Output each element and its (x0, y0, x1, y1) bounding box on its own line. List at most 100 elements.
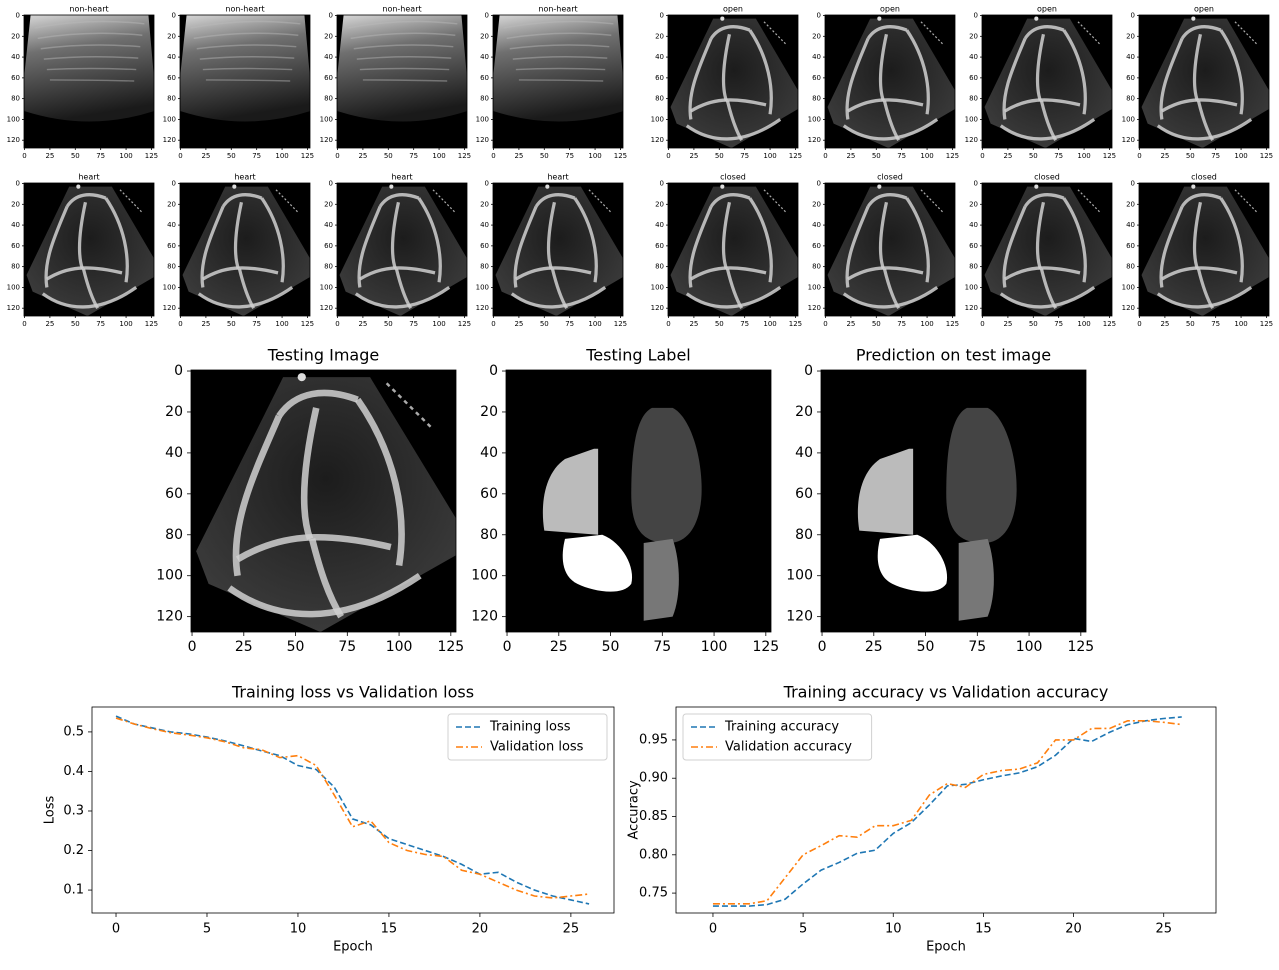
x-tick-label: 0 (491, 320, 495, 328)
y-tick-label: 20 (324, 32, 333, 40)
y-tick-label: 100 (7, 283, 20, 291)
tissue (354, 397, 405, 566)
y-tick-label: 80 (969, 95, 978, 103)
y-tick-label: 120 (1122, 304, 1135, 312)
x-tick-label: 125 (145, 152, 158, 160)
y-tick-label: 60 (795, 486, 813, 502)
y-tick-label: 0 (329, 180, 333, 188)
segment-ra (877, 534, 948, 592)
panel-title: closed (877, 173, 903, 182)
y-tick-label: 60 (969, 242, 978, 250)
scan-sector (1141, 186, 1269, 316)
tissue (221, 193, 263, 208)
y-tick-label: 20 (11, 200, 20, 208)
x-tick-label: 0 (178, 152, 182, 160)
y-tick-label: 40 (11, 53, 20, 61)
y-tick-label: 80 (11, 95, 20, 103)
y-tick-label: 120 (471, 609, 498, 625)
y-tick-label: 0.90 (639, 771, 668, 786)
tissue (1161, 98, 1238, 113)
y-tick-label: 80 (655, 95, 664, 103)
tissue (41, 286, 138, 309)
y-tick-label: 80 (969, 263, 978, 271)
chart-title: Training accuracy vs Validation accuracy (783, 683, 1109, 702)
texture (40, 44, 141, 50)
x-tick-label: 0 (491, 152, 495, 160)
y-tick-label: 120 (808, 304, 821, 312)
y-tick-label: 120 (476, 304, 489, 312)
x-tick-label: 100 (588, 320, 601, 328)
y-tick-label: 20 (969, 32, 978, 40)
y-tick-label: 100 (163, 283, 176, 291)
tissue (1196, 268, 1215, 310)
y-tick-label: 100 (651, 283, 664, 291)
tissue (690, 266, 767, 281)
y-tick-label: 0 (660, 12, 664, 20)
y-tick-label: 20 (795, 404, 813, 420)
y-tick-label: 20 (167, 32, 176, 40)
series-line (115, 717, 590, 899)
axes-frame (820, 369, 1087, 633)
probe-line (119, 189, 143, 214)
tissue (999, 286, 1096, 309)
y-tick-label: 60 (812, 74, 821, 82)
y-tick-label: 80 (812, 263, 821, 271)
axes-frame (179, 14, 311, 149)
x-tick-label: 100 (432, 152, 445, 160)
tissue (233, 201, 244, 270)
x-tick-label: 75 (565, 320, 574, 328)
y-tick-label: 0 (817, 180, 821, 188)
x-tick-label: 25 (846, 320, 855, 328)
tissue (878, 33, 889, 102)
probe-mark (1034, 16, 1039, 21)
texture (512, 56, 608, 60)
y-tick-label: 80 (480, 263, 489, 271)
x-tick-label: 25 (201, 152, 210, 160)
series-line (712, 716, 1182, 907)
tissue (709, 25, 751, 40)
x-tick-label: 125 (1260, 152, 1273, 160)
y-tick-label: 60 (324, 74, 333, 82)
x-tick-label: 0 (1137, 320, 1141, 328)
scan-sector (1141, 18, 1269, 148)
tissue (1062, 29, 1087, 115)
y-tick-label: 40 (655, 53, 664, 61)
y-tick-label: 0.75 (639, 886, 668, 901)
probe-mark (297, 373, 306, 382)
tissue (235, 533, 392, 563)
y-tick-label: 20 (480, 404, 498, 420)
x-tick-label: 0 (178, 320, 182, 328)
axes-frame (667, 14, 799, 149)
segment-rv (958, 538, 994, 621)
y-tick-label: 0 (16, 12, 20, 20)
x-tick-label: 75 (409, 320, 418, 328)
y-tick-label: 40 (812, 53, 821, 61)
panel-title: open (723, 5, 743, 14)
scan-sector (182, 186, 310, 316)
x-tick-label: 50 (540, 320, 549, 328)
x-tick-label: 50 (1186, 152, 1195, 160)
x-tick-label: 25 (1160, 320, 1169, 328)
x-tick-label: 125 (458, 152, 471, 160)
tissue (1039, 268, 1058, 310)
image-panel (982, 15, 1112, 148)
x-tick-label: 75 (565, 152, 574, 160)
x-tick-label: 100 (920, 152, 933, 160)
x-tick-label: 0 (503, 639, 512, 655)
tissue (905, 197, 930, 283)
x-tick-label: 50 (715, 152, 724, 160)
texture (359, 67, 450, 71)
y-tick-label: 100 (786, 568, 813, 584)
y-tick-label: 0.80 (639, 847, 668, 862)
x-tick-label: 75 (1211, 152, 1220, 160)
x-tick-label: 50 (1029, 152, 1038, 160)
y-tick-label: 0 (804, 363, 813, 379)
tissue (1180, 25, 1222, 40)
segment-rv (643, 538, 679, 621)
x-tick-label: 50 (715, 320, 724, 328)
texture (515, 67, 606, 71)
axes-frame (23, 14, 155, 149)
y-tick-label: 0.1 (63, 883, 84, 898)
probe-line (920, 21, 944, 46)
